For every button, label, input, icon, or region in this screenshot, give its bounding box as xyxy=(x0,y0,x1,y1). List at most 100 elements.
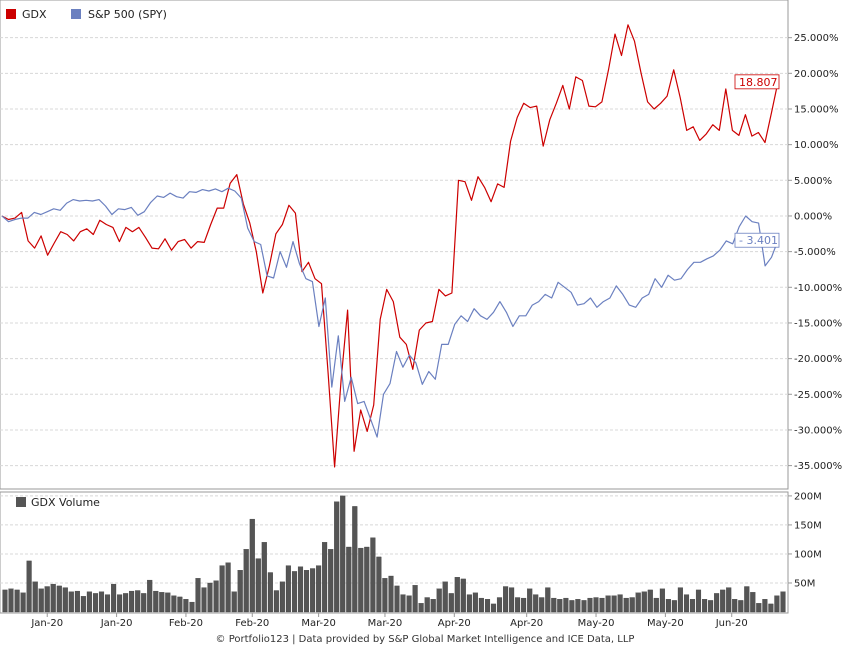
x-tick-label: Apr-20 xyxy=(438,618,471,629)
volume-bar xyxy=(762,599,768,613)
volume-bar xyxy=(635,592,641,613)
x-tick-label: Jan-20 xyxy=(100,618,133,629)
x-tick-label: Feb-20 xyxy=(235,618,269,629)
volume-bar xyxy=(135,590,141,613)
volume-bar xyxy=(340,495,346,613)
end-label-box xyxy=(734,74,780,90)
volume-bar xyxy=(478,597,484,613)
volume-bar xyxy=(617,594,623,613)
volume-bar xyxy=(768,603,774,613)
x-tick-label: Apr-20 xyxy=(510,618,543,629)
volume-bar xyxy=(177,596,183,613)
volume-bar xyxy=(695,589,702,613)
price-y-tick-label: -5.000% xyxy=(794,247,836,258)
x-tick-label: Mar-20 xyxy=(301,618,336,629)
volume-bar xyxy=(62,587,68,613)
volume-bar xyxy=(297,566,304,613)
price-y-tick-label: -30.000% xyxy=(794,425,842,436)
volume-bar xyxy=(629,597,635,613)
end-label-spy: - 3.401 xyxy=(739,234,778,247)
volume-bar xyxy=(466,594,472,613)
volume-bar xyxy=(267,572,273,613)
price-y-tick-label: -25.000% xyxy=(794,390,842,401)
volume-bar xyxy=(310,568,316,613)
volume-bar xyxy=(334,501,340,613)
volume-bar xyxy=(394,585,400,613)
legend-swatch-volume xyxy=(16,497,26,507)
volume-bars xyxy=(2,495,786,613)
footer-credit: © Portfolio123 | Data provided by S&P Gl… xyxy=(216,634,635,645)
volume-bar xyxy=(539,597,545,613)
volume-bar xyxy=(611,595,617,613)
volume-bar xyxy=(74,590,80,613)
price-gridlines xyxy=(0,37,788,467)
volume-bar xyxy=(587,597,593,613)
price-y-tick-label: -10.000% xyxy=(794,283,842,294)
volume-bar xyxy=(382,578,388,613)
volume-bar xyxy=(454,577,460,613)
volume-bar xyxy=(490,603,497,613)
volume-bar xyxy=(129,590,135,613)
x-tick-label: Mar-20 xyxy=(368,618,403,629)
volume-bar xyxy=(460,578,466,613)
volume-bar xyxy=(575,599,581,613)
volume-bar xyxy=(123,593,129,613)
volume-bar xyxy=(346,546,352,613)
volume-bar xyxy=(424,597,430,613)
x-tick-label: Feb-20 xyxy=(169,618,203,629)
price-y-axis: 25.000% 20.000% 15.000% 10.000% 5.000% 0.000%… xyxy=(788,33,842,472)
volume-bar xyxy=(665,599,671,613)
volume-bar xyxy=(104,594,111,613)
legend-swatch-gdx xyxy=(6,9,16,19)
volume-bar xyxy=(316,565,322,613)
volume-bar xyxy=(557,599,563,613)
volume-bar xyxy=(26,560,32,613)
series-line-gdx xyxy=(1,24,779,468)
volume-bar xyxy=(563,597,569,613)
volume-bar xyxy=(370,537,376,613)
volume-bar xyxy=(261,542,267,613)
end-label-gdx: 18.807 xyxy=(739,76,778,89)
volume-bar xyxy=(593,597,599,613)
volume-bar xyxy=(153,590,159,613)
price-end-labels: 18.807 - 3.401 xyxy=(734,74,780,248)
volume-bar xyxy=(448,593,454,613)
volume-bar xyxy=(86,591,92,613)
volume-bar xyxy=(285,565,291,613)
volume-bar xyxy=(671,600,677,613)
volume-bar xyxy=(659,588,665,613)
volume-bar xyxy=(195,578,201,613)
price-y-tick-label: 5.000% xyxy=(794,176,832,187)
volume-bar xyxy=(183,599,189,613)
volume-bar xyxy=(509,587,515,613)
volume-y-axis: 200M 150M 100M 50M xyxy=(788,491,822,589)
volume-bar xyxy=(503,586,509,613)
volume-bar xyxy=(496,597,503,613)
volume-bar xyxy=(406,595,412,613)
volume-bar xyxy=(744,586,750,613)
volume-bar xyxy=(111,583,117,613)
volume-bar xyxy=(677,587,683,613)
price-y-tick-label: -15.000% xyxy=(794,318,842,329)
volume-bar xyxy=(774,595,780,613)
volume-bar xyxy=(714,593,720,613)
price-y-tick-label: 10.000% xyxy=(794,140,839,151)
volume-bar xyxy=(418,603,424,613)
volume-bar xyxy=(213,580,219,613)
volume-bar xyxy=(147,579,153,613)
legend-swatch-spy xyxy=(71,9,81,19)
volume-bar xyxy=(141,593,147,613)
volume-bar xyxy=(328,549,334,613)
volume-bar xyxy=(14,589,20,613)
volume-bar xyxy=(68,591,74,613)
volume-bar xyxy=(237,570,243,613)
volume-bar xyxy=(484,599,491,613)
price-panel-frame xyxy=(0,0,789,490)
volume-bar xyxy=(581,600,587,613)
volume-bar xyxy=(623,597,629,613)
volume-bar xyxy=(44,586,50,613)
legend-label-volume: GDX Volume xyxy=(31,496,100,509)
volume-bar xyxy=(189,601,195,613)
legend-label-gdx: GDX xyxy=(22,8,47,21)
